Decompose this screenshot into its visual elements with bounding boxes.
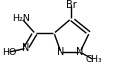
Text: N: N — [57, 47, 64, 57]
Text: HO: HO — [2, 48, 16, 57]
Text: Br: Br — [65, 0, 76, 10]
Text: H₂N: H₂N — [12, 14, 30, 23]
Text: N: N — [22, 43, 29, 53]
Text: CH₃: CH₃ — [85, 55, 101, 64]
Text: N: N — [76, 47, 83, 57]
